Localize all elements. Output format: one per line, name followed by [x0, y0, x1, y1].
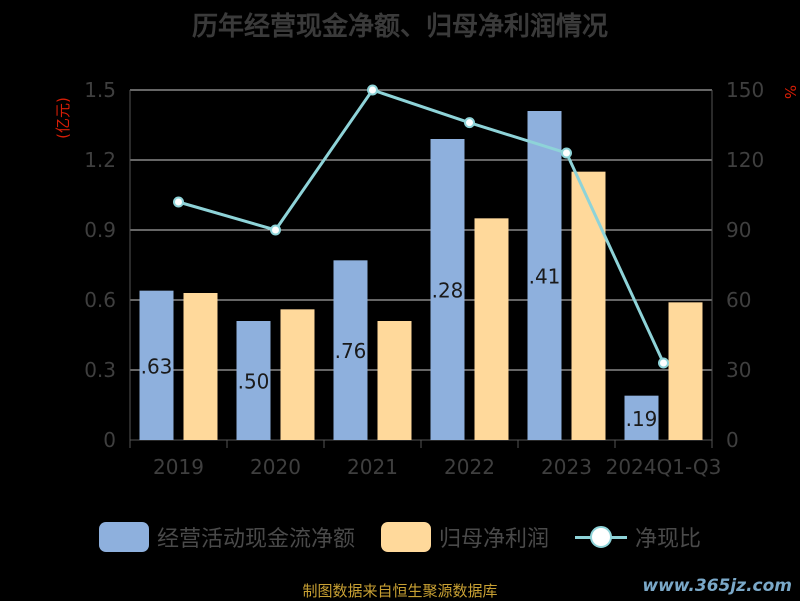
y-right-tick-label: 60: [726, 288, 751, 312]
x-tick-label: 2019: [153, 455, 204, 479]
y-right-tick-label: 0: [726, 428, 739, 452]
x-tick-label: 2021: [347, 455, 398, 479]
x-tick-label: 2020: [250, 455, 301, 479]
legend: 经营活动现金流净额 归母净利润 净现比: [0, 517, 800, 557]
bar-net-profit: [183, 293, 218, 440]
ratio-point: [561, 147, 572, 159]
bar-data-label: .28: [432, 279, 464, 303]
cash-flow-swatch: [98, 522, 149, 552]
x-tick-label: 2024Q1-Q3: [606, 455, 722, 479]
legend-item-net-profit[interactable]: 归母净利润: [380, 521, 549, 553]
ratio-line: [178, 88, 665, 364]
y-right-unit: %: [781, 85, 799, 99]
ratio-point: [464, 117, 475, 129]
data-source-note: 制图数据来自恒生聚源数据库: [302, 582, 498, 600]
legend-label-net-profit: 归母净利润: [438, 527, 549, 552]
bar-cash-flow: [333, 260, 368, 440]
bar-data-label: .63: [141, 354, 173, 378]
y-right-tick-label: 120: [726, 148, 764, 172]
bar-data-label: .19: [626, 407, 658, 431]
y-right-tick-label: 150: [726, 78, 764, 102]
ratio-point: [173, 196, 184, 208]
ratio-line-swatch: [575, 522, 627, 552]
ratio-point: [270, 224, 281, 236]
legend-item-cash-flow[interactable]: 经营活动现金流净额: [98, 521, 355, 553]
ratio-point: [658, 357, 669, 369]
legend-label-cash-flow: 经营活动现金流净额: [156, 527, 355, 552]
bar-net-profit: [280, 309, 315, 440]
y-left-tick-label: 1.2: [84, 148, 116, 172]
bar-cash-flow: [527, 111, 562, 440]
y-left-tick-label: 0.6: [84, 288, 116, 312]
y-left-tick-label: 0: [103, 428, 116, 452]
bar-cash-flow: [430, 139, 465, 440]
bar-net-profit: [474, 218, 509, 440]
y-right-tick-label: 30: [726, 358, 751, 382]
y-left-tick-label: 1.5: [84, 78, 116, 102]
legend-label-ratio: 净现比: [635, 527, 702, 552]
legend-item-ratio[interactable]: 净现比: [575, 521, 701, 553]
y-left-unit: (亿元): [54, 97, 72, 139]
bar-data-label: .76: [335, 339, 367, 363]
y-left-tick-label: 0.3: [84, 358, 116, 382]
ratio-line-swatch-dot: [590, 526, 612, 548]
x-tick-label: 2023: [541, 455, 592, 479]
x-tick-label: 2022: [444, 455, 495, 479]
watermark: www.365jz.com: [642, 576, 792, 596]
bar-net-profit: [571, 171, 606, 440]
bar-data-label: .50: [238, 370, 270, 394]
bar-net-profit: [668, 302, 703, 440]
chart-title: 历年经营现金净额、归母净利润情况: [191, 12, 608, 42]
ratio-point: [367, 84, 378, 96]
bar-cash-flow: [236, 321, 271, 440]
bar-cash-flow: [139, 290, 174, 440]
y-right-tick-label: 90: [726, 218, 751, 242]
bar-cash-flow: [624, 395, 659, 440]
bar-data-label: .41: [529, 265, 561, 289]
bar-net-profit: [377, 321, 412, 440]
net-profit-swatch: [380, 522, 431, 552]
y-left-tick-label: 0.9: [84, 218, 116, 242]
